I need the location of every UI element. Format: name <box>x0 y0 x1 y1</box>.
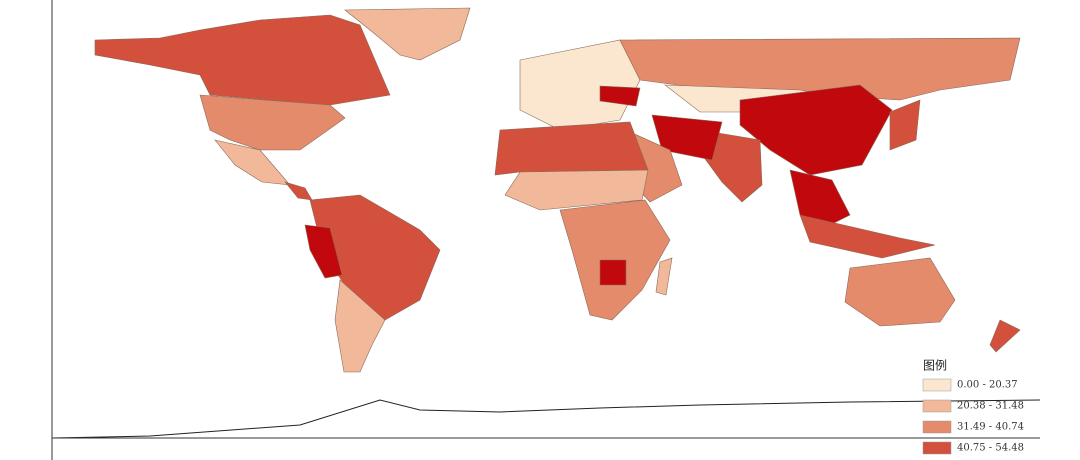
canada <box>94 14 391 106</box>
legend-title: 图例 <box>923 359 947 373</box>
legend-label: 40.75 - 54.48 <box>957 443 1024 454</box>
legend: 图例 0.00 - 20.37 20.38 - 31.48 31.49 - 40.7… <box>922 359 1024 455</box>
new-zealand <box>989 319 1021 353</box>
zimbabwe <box>599 259 627 286</box>
mexico <box>214 139 291 186</box>
legend-swatch <box>922 441 952 455</box>
legend-swatch <box>922 420 952 434</box>
indonesia <box>799 214 936 259</box>
japan <box>889 99 921 151</box>
legend-label: 31.49 - 40.74 <box>957 422 1024 433</box>
china <box>739 84 893 176</box>
regions <box>94 7 1021 373</box>
central-america <box>284 181 313 201</box>
europe <box>519 39 641 131</box>
antarctica-outline <box>51 399 1041 439</box>
ukraine <box>599 85 641 107</box>
usa <box>199 94 346 151</box>
madagascar <box>655 257 673 296</box>
legend-swatch <box>922 399 952 413</box>
greenland <box>344 7 471 61</box>
southeast-asia <box>789 169 851 231</box>
russia <box>619 37 1021 101</box>
legend-swatch <box>922 378 952 392</box>
north-africa <box>494 121 649 176</box>
sahel <box>504 169 649 211</box>
argentina-chile <box>334 279 386 373</box>
peru <box>304 224 343 279</box>
australia <box>844 257 956 327</box>
legend-label: 20.38 - 31.48 <box>957 401 1024 412</box>
iran-pakistan <box>651 114 723 161</box>
legend-label: 0.00 - 20.37 <box>957 380 1018 391</box>
